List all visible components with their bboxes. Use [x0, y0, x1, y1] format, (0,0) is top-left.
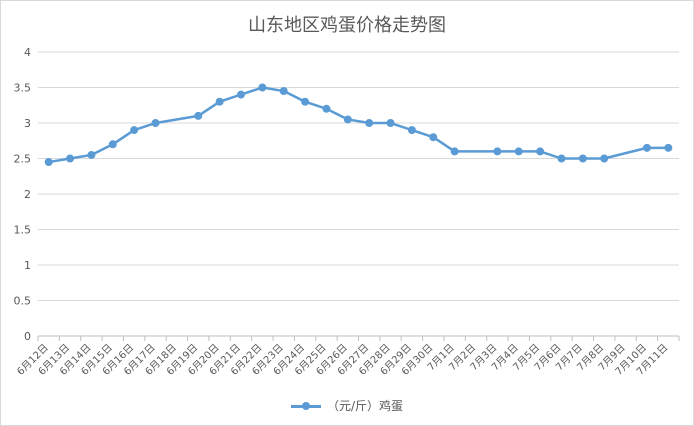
data-point	[493, 147, 502, 156]
data-point	[514, 147, 523, 156]
y-tick-label: 3.5	[14, 82, 32, 95]
data-point	[215, 97, 224, 106]
y-tick-label: 1.5	[14, 224, 32, 237]
data-point	[258, 83, 267, 92]
y-tick-label: 0	[24, 330, 31, 343]
data-point	[108, 140, 117, 149]
legend-label: （元/斤）鸡蛋	[326, 399, 404, 413]
data-point	[194, 111, 203, 120]
data-point	[642, 143, 651, 152]
chart-legend: （元/斤）鸡蛋	[1, 397, 693, 414]
data-point	[151, 119, 160, 127]
y-tick-label: 2	[24, 188, 31, 201]
data-point	[130, 126, 139, 135]
data-point	[279, 87, 288, 96]
y-tick-label: 3	[24, 117, 31, 130]
y-tick-label: 4	[24, 46, 31, 59]
data-point	[301, 97, 310, 106]
y-tick-label: 1	[24, 259, 31, 272]
y-tick-label: 2.5	[14, 153, 32, 166]
data-point	[322, 104, 331, 113]
data-point	[87, 150, 96, 159]
series-line	[48, 86, 669, 164]
y-tick-label: 0.5	[14, 295, 32, 308]
legend-marker	[290, 401, 321, 411]
data-point	[365, 119, 374, 127]
data-point	[44, 158, 53, 167]
data-point	[664, 143, 673, 152]
data-point	[536, 147, 545, 156]
data-point	[557, 154, 566, 163]
data-point	[343, 115, 352, 124]
data-point	[429, 133, 438, 142]
data-point	[236, 90, 245, 99]
data-point	[578, 154, 587, 163]
data-point	[386, 119, 395, 127]
data-point	[407, 126, 416, 135]
data-point	[600, 154, 609, 163]
data-point	[66, 154, 75, 163]
chart-title: 山东地区鸡蛋价格走势图	[248, 15, 446, 36]
data-point	[450, 147, 459, 156]
